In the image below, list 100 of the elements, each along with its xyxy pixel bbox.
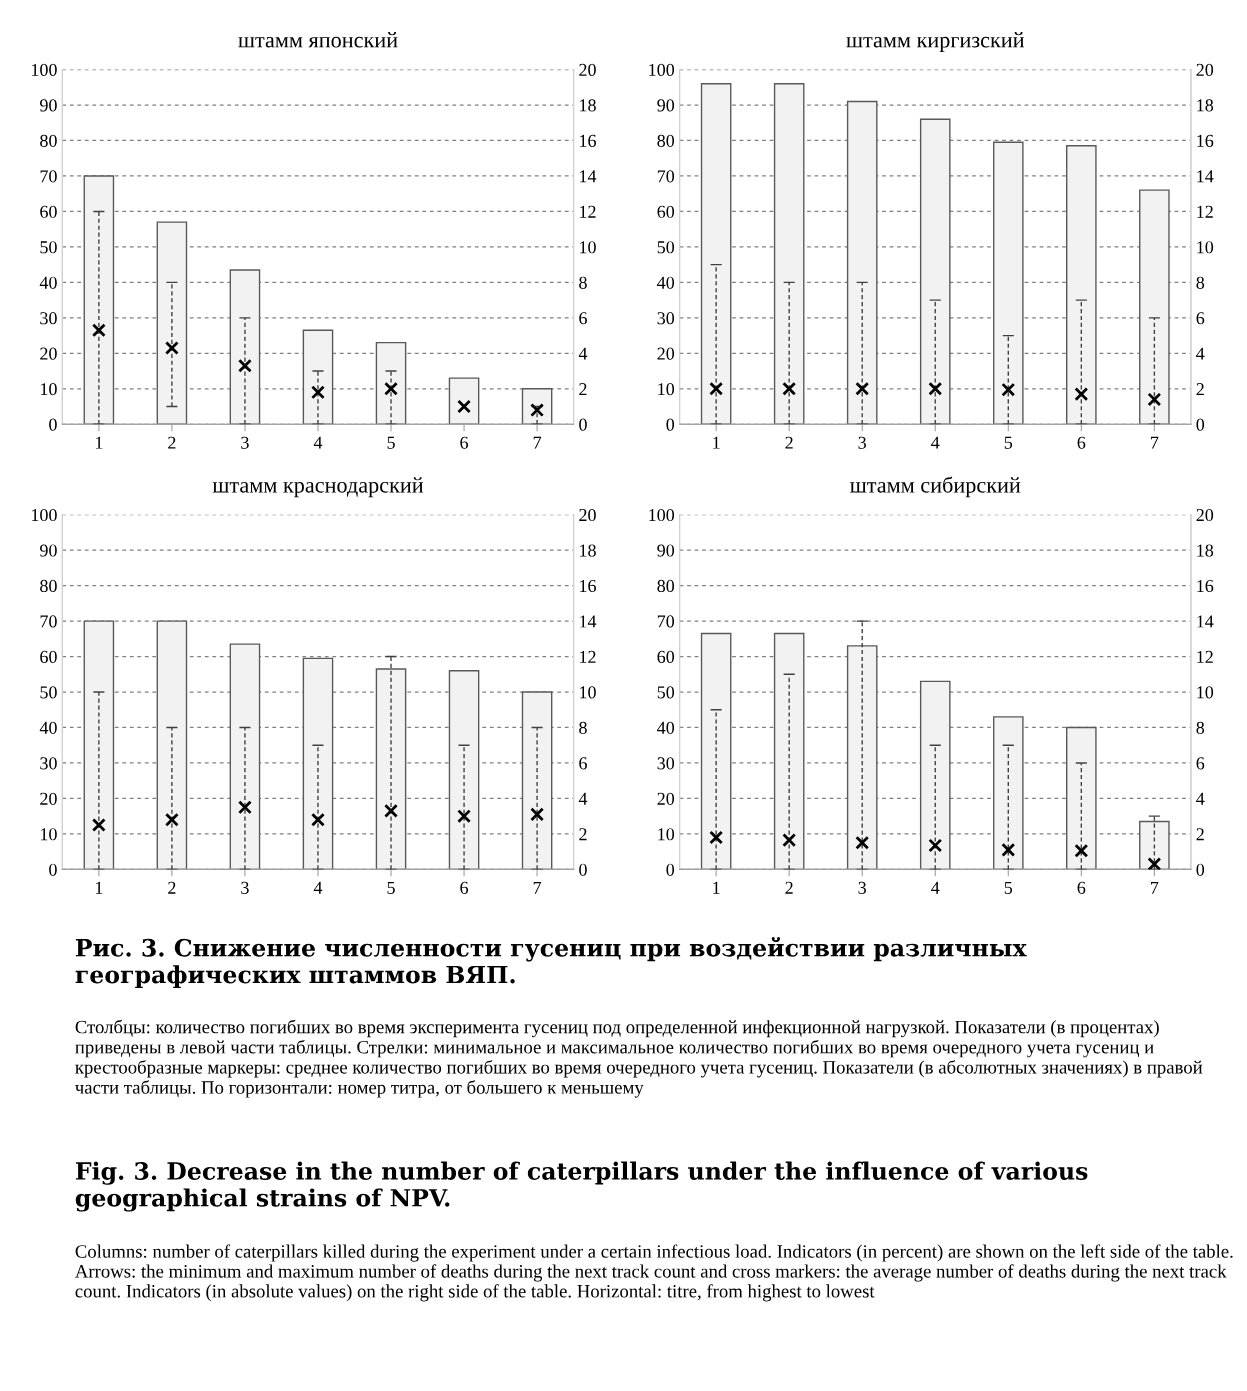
y2-tick-label: 18 [580,544,596,557]
bar [992,716,1024,870]
y2-tick-label: 14 [580,615,597,628]
y2-tick-label: 6 [579,757,587,770]
y2-tick-label: 4 [1196,347,1205,360]
y2-tick-label: 14 [1197,170,1214,183]
point [91,323,106,338]
chart-title: штамм краснодарский [212,477,424,498]
y-tick-label: 70 [40,615,57,628]
y-tick-label: 70 [657,170,675,183]
y2-tick-label: 14 [1197,615,1214,628]
y-tick-label: 100 [31,508,57,522]
bar [302,329,334,425]
y-tick-label: 10 [41,383,57,396]
x-tick-label: 5 [1004,881,1013,894]
x-tick-label: 6 [460,881,469,894]
x-tick-label: 6 [1077,881,1086,894]
y-tick-label: 50 [657,241,675,254]
x-tick-label: 1 [713,881,720,894]
x-tick-label: 3 [241,436,249,449]
y2-tick-label: 12 [1197,205,1213,218]
x-tick-label: 7 [533,881,542,894]
y2-tick-label: 2 [579,383,587,396]
y2-tick-label: 10 [1197,241,1214,254]
bar [156,620,188,870]
y2-tick-label: 10 [1197,686,1214,699]
bar [1066,726,1097,870]
y-tick-label: 40 [657,721,675,734]
point [530,807,545,822]
bar [919,118,951,425]
y-tick-label: 30 [657,312,675,325]
y2-tick-label: 10 [580,686,596,699]
x-tick-label: 6 [460,436,469,449]
y2-tick-label: 20 [1196,508,1214,522]
y2-tick-label: 14 [580,170,597,183]
y-tick-label: 80 [657,579,675,593]
bar [448,377,480,425]
y2-tick-label: 6 [579,312,587,325]
y-tick-label: 80 [40,134,57,147]
y-tick-label: 80 [40,579,57,593]
bar [83,620,115,870]
x-tick-label: 2 [168,436,176,449]
y-tick-label: 80 [657,134,675,147]
y2-tick-label: 2 [579,828,587,841]
chart-title: штамм сибирский [850,476,1021,498]
y2-tick-label: 8 [1196,721,1205,734]
y-tick-label: 90 [657,544,675,557]
point [384,381,398,396]
y-tick-label: 100 [649,63,675,76]
y-tick-label: 30 [40,312,57,325]
y2-tick-label: 6 [1196,312,1205,325]
y-tick-label: 60 [40,650,57,663]
y2-tick-label: 20 [1196,63,1214,76]
y2-tick-label: 12 [580,650,596,663]
y-tick-label: 20 [657,347,675,360]
y2-tick-label: 4 [1196,792,1205,805]
y2-tick-label: 0 [579,863,587,876]
text: Columns: number of caterpillars killed during the experiment under a certain infectious load. Indicators (in percent) are shown on the left side of the table. Arrows: the minimum and maximum number of deaths during the next track count and cross markers: the average number of deaths during the next track count. Indicators (in absolute values) on the right side of the table. Horizontal: titre, from highest to lowest [75,1244,1233,1302]
x-tick-label: 2 [168,881,176,894]
x-tick-label: 5 [387,881,395,894]
chart-title: штамм японский [238,32,398,48]
x-tick-label: 6 [1077,436,1086,449]
bar [992,141,1024,425]
x-tick-label: 4 [931,436,940,449]
y-tick-label: 10 [41,828,57,841]
bar [1139,820,1170,870]
y-tick-label: 50 [40,241,57,254]
y2-tick-label: 12 [580,205,596,218]
bar [919,680,951,870]
y2-tick-label: 16 [1197,134,1214,147]
y-tick-label: 30 [40,757,57,770]
bar [229,643,261,870]
bar [302,657,334,870]
y2-tick-label: 20 [579,508,596,522]
y-tick-label: 70 [40,170,57,183]
y-tick-label: 20 [40,792,57,805]
y-tick-label: 60 [657,205,675,218]
y2-tick-label: 18 [580,99,596,112]
bar [156,221,188,425]
y2-tick-label: 0 [579,418,587,431]
bar [521,691,553,870]
bar [375,341,407,425]
y2-tick-label: 6 [1196,757,1205,770]
x-tick-label: 7 [1151,436,1159,449]
y-tick-label: 40 [39,721,57,734]
y2-tick-label: 16 [580,134,596,147]
point [384,803,398,818]
bar [448,670,480,870]
bar [846,100,878,425]
point [311,812,325,827]
caption: Fig. 3. Decrease in the number of caterpillars under the influence of various geographical strains of NPV. [75,1161,1088,1212]
y2-tick-label: 4 [578,347,588,360]
x-tick-label: 5 [1004,436,1013,449]
point [238,358,252,373]
y2-tick-label: 16 [1197,579,1214,593]
bar [773,83,805,425]
y-tick-label: 50 [40,686,57,699]
y-tick-label: 0 [666,863,675,876]
y-tick-label: 20 [40,347,57,360]
bar [1066,145,1097,425]
